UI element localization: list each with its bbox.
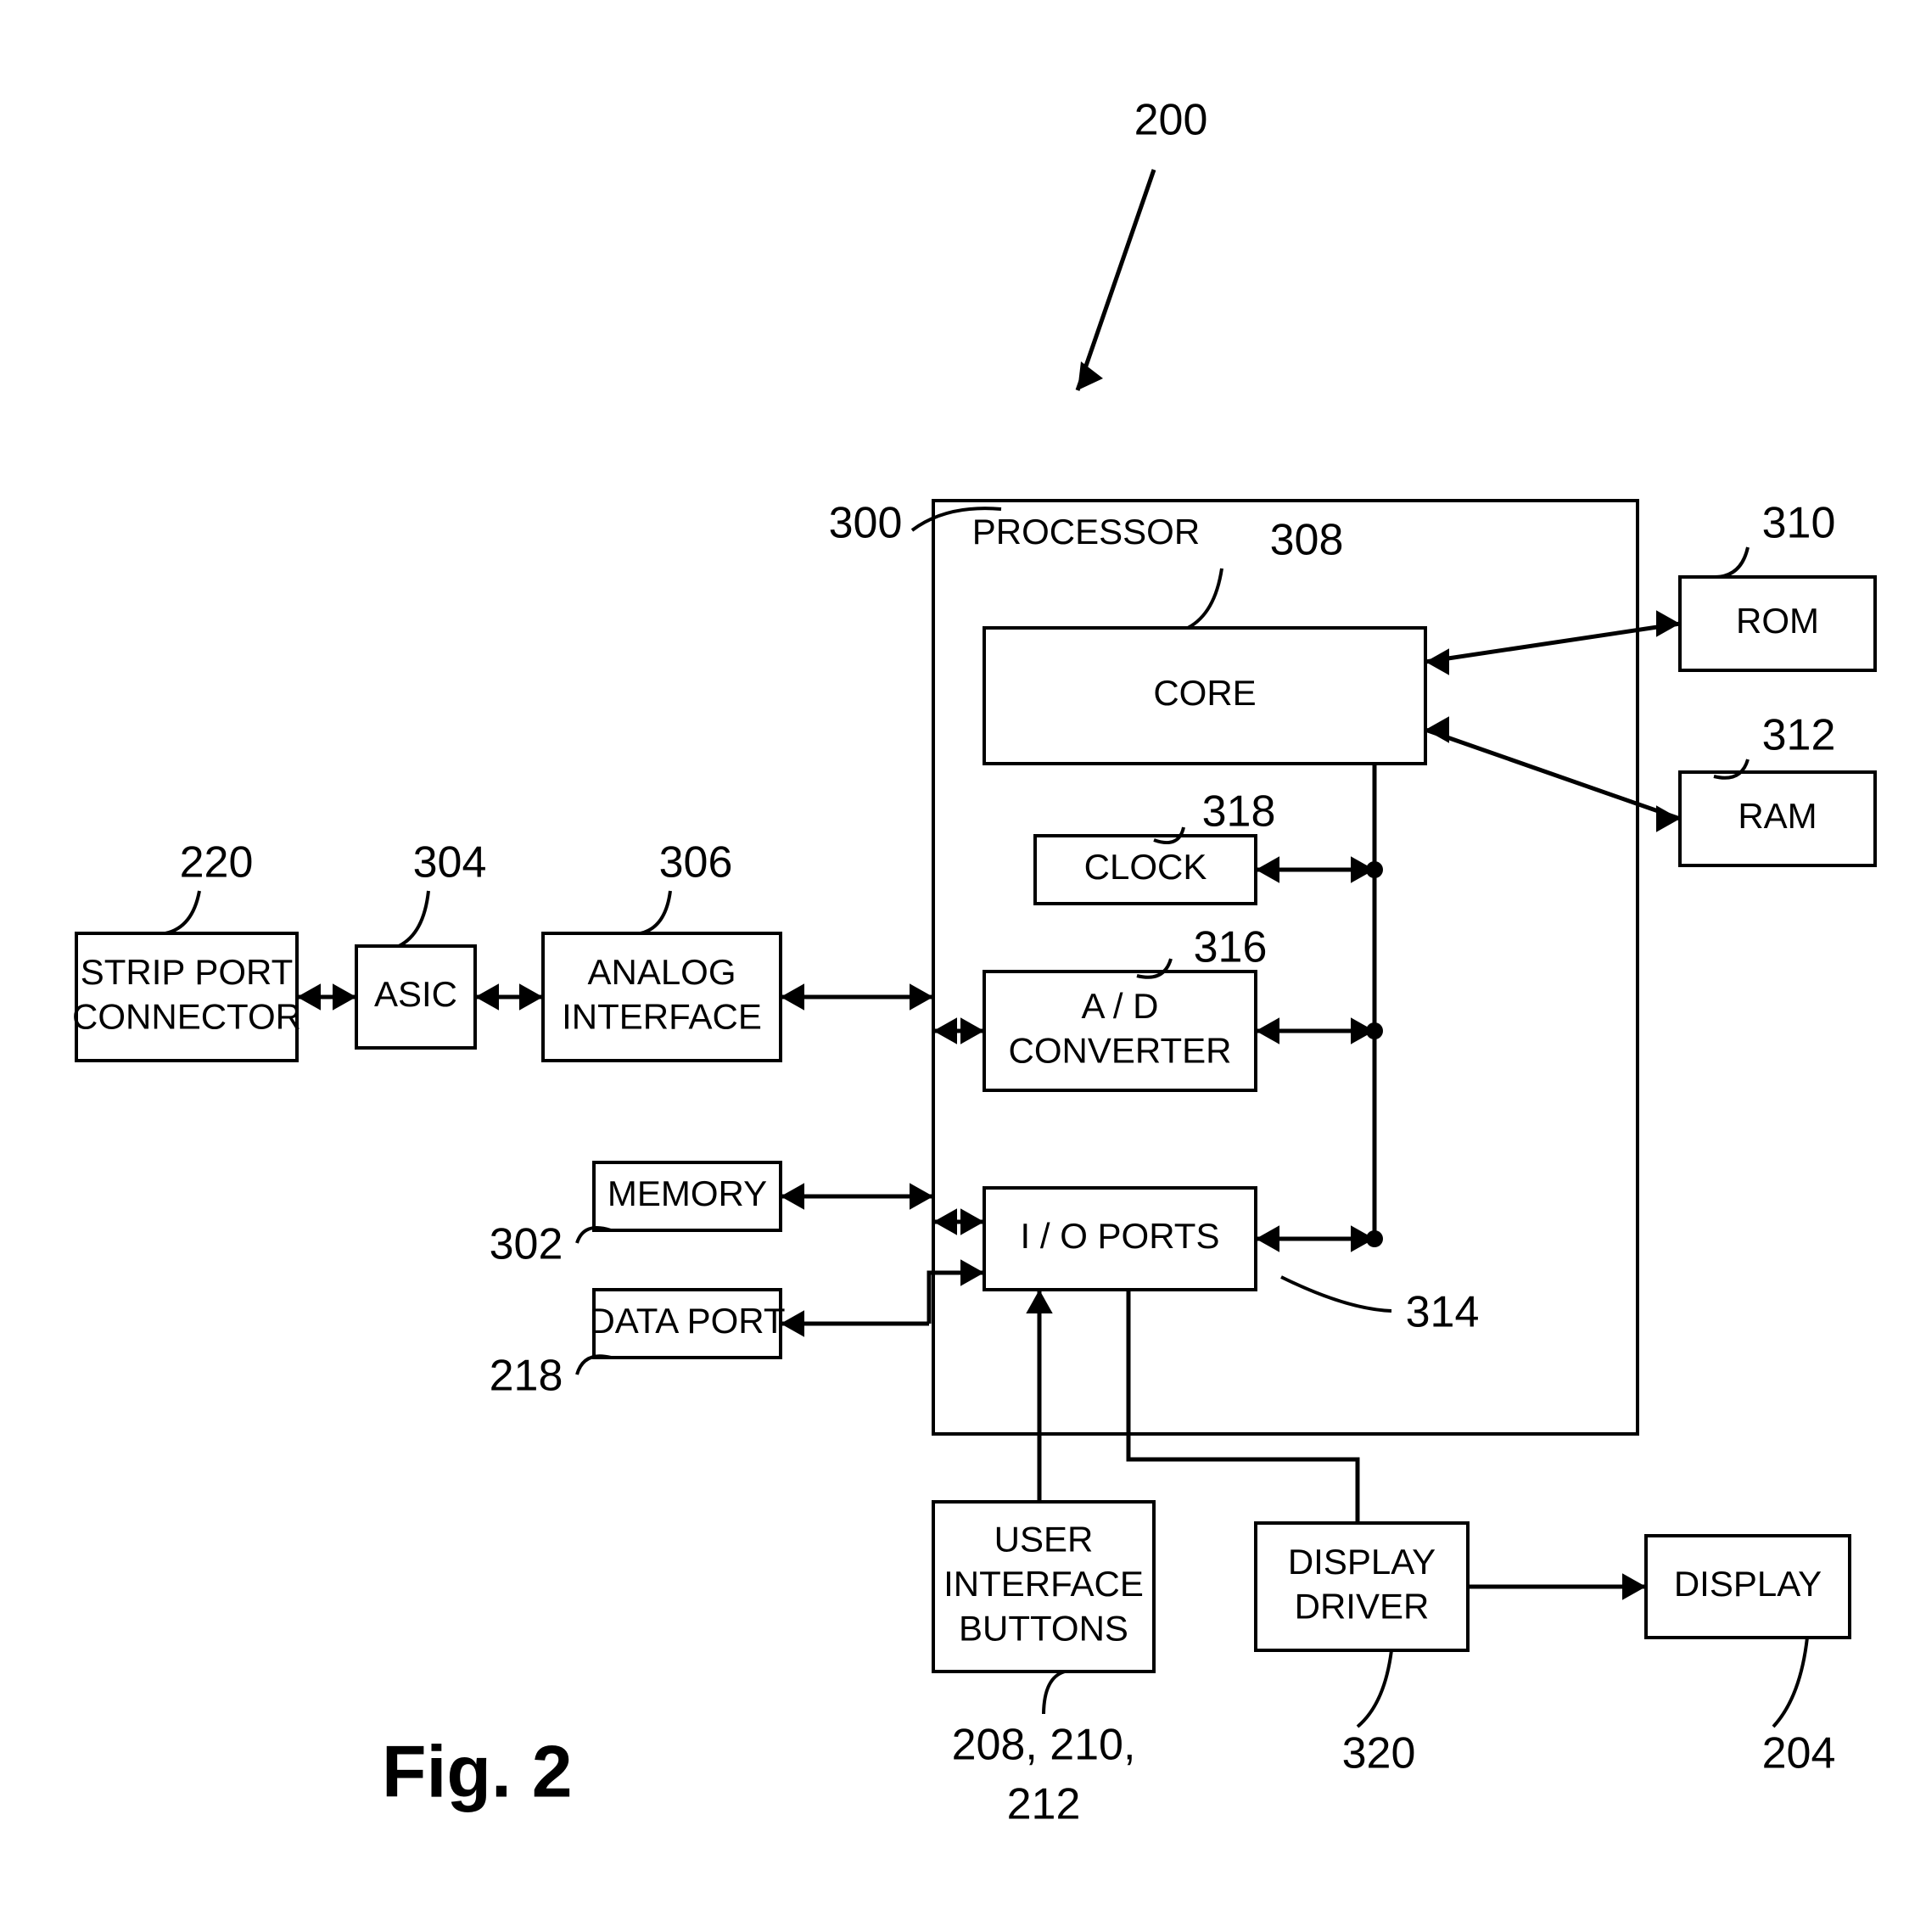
data-port-label: DATA PORT: [589, 1301, 785, 1341]
diagram-canvas: PROCESSORSTRIP PORTCONNECTORASICANALOGIN…: [0, 0, 1926, 1932]
ref-label: 304: [413, 838, 487, 888]
ref-label: 316: [1194, 923, 1268, 972]
analog-if-label: INTERFACE: [562, 996, 762, 1036]
strip-port-label: CONNECTOR: [72, 996, 301, 1036]
clock-label: CLOCK: [1084, 847, 1207, 887]
ref-label: 308: [1270, 516, 1344, 565]
ui-buttons-label: BUTTONS: [959, 1609, 1128, 1649]
ref-label: 200: [1134, 96, 1208, 145]
ui-buttons-label: INTERFACE: [943, 1564, 1144, 1604]
ref-label: 312: [1762, 711, 1836, 760]
analog-if-label: ANALOG: [587, 952, 736, 992]
strip-port-label: STRIP PORT: [81, 952, 294, 992]
leader: [641, 891, 670, 933]
rom-label: ROM: [1736, 601, 1819, 641]
ref-label: 306: [659, 838, 733, 888]
core-label: CORE: [1153, 673, 1256, 713]
ui-buttons-label: USER: [994, 1520, 1094, 1560]
figure-caption: Fig. 2: [382, 1732, 573, 1813]
ref-label: 220: [180, 838, 254, 888]
leader: [1044, 1672, 1065, 1714]
ref-label: 314: [1406, 1288, 1480, 1337]
ref-label: 218: [490, 1352, 563, 1401]
ref-label: 310: [1762, 499, 1836, 548]
disp-driver-label: DRIVER: [1295, 1586, 1430, 1626]
ref-label: 208, 210,: [952, 1721, 1136, 1770]
ref-label: 320: [1342, 1729, 1416, 1778]
ref-label: 318: [1202, 787, 1276, 837]
ram-label: RAM: [1738, 796, 1817, 836]
ref-label: 302: [490, 1220, 563, 1269]
ref-label: 300: [829, 499, 903, 548]
leader: [1773, 1638, 1807, 1727]
ref-label: 212: [1007, 1780, 1081, 1829]
disp-driver-label: DISPLAY: [1288, 1542, 1436, 1582]
leader: [165, 891, 199, 933]
leader: [1358, 1650, 1391, 1727]
ref-label: 204: [1762, 1729, 1836, 1778]
ad-conv-label: CONVERTER: [1009, 1030, 1232, 1070]
processor-title: PROCESSOR: [972, 512, 1200, 552]
memory-label: MEMORY: [607, 1173, 767, 1213]
leader: [1714, 547, 1748, 577]
ad-conv-label: A / D: [1081, 986, 1158, 1026]
io-ports-label: I / O PORTS: [1021, 1216, 1220, 1256]
display-label: DISPLAY: [1674, 1564, 1822, 1604]
asic-label: ASIC: [374, 974, 457, 1014]
leader: [399, 891, 428, 946]
